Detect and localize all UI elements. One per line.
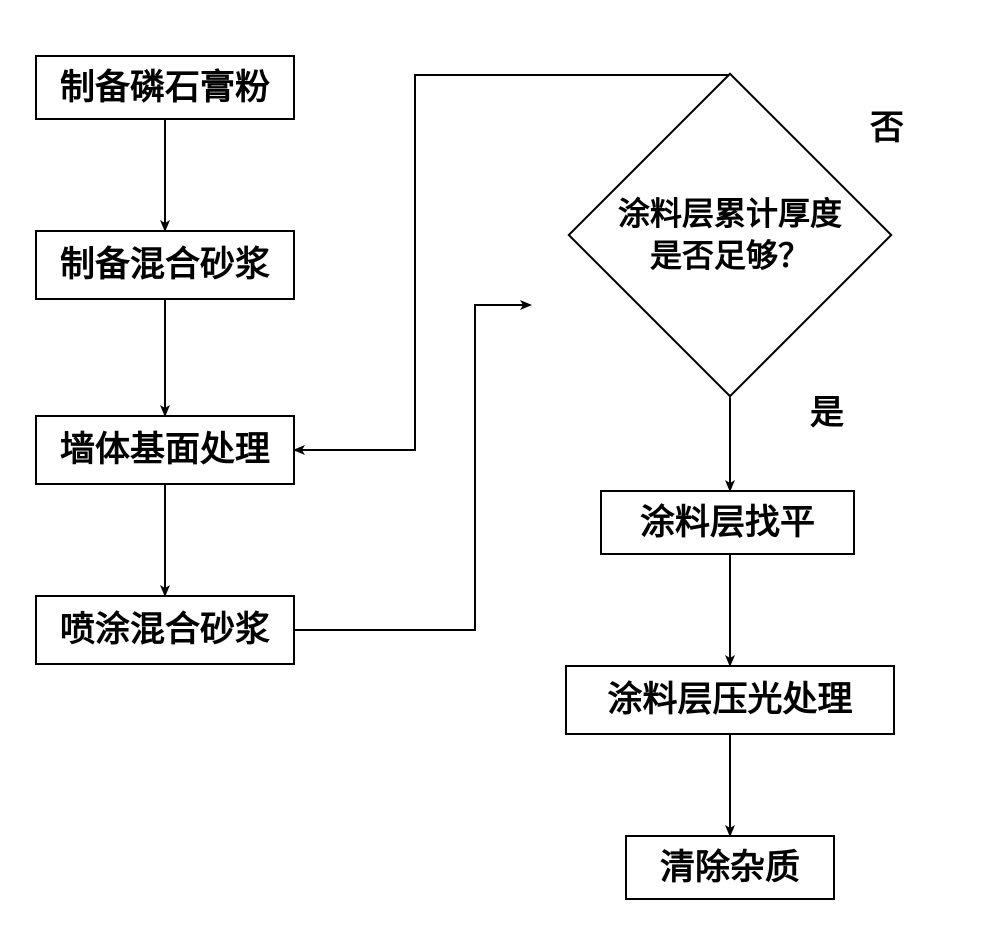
node-n6: 涂料层压光处理	[565, 665, 895, 735]
d1-line1: 涂料层累计厚度	[618, 195, 842, 231]
node-n2-text: 制备混合砂浆	[60, 244, 270, 286]
node-n2: 制备混合砂浆	[35, 230, 295, 300]
node-n7: 清除杂质	[625, 835, 835, 900]
label-yes: 是	[810, 385, 844, 434]
node-n3-text: 墙体基面处理	[60, 429, 270, 471]
node-n7-text: 清除杂质	[660, 847, 800, 889]
node-n3: 墙体基面处理	[35, 415, 295, 485]
node-n4: 喷涂混合砂浆	[35, 595, 295, 665]
node-n6-text: 涂料层压光处理	[607, 679, 852, 721]
label-no: 否	[870, 100, 904, 149]
d1-line2: 是否足够？	[650, 237, 810, 273]
node-n5-text: 涂料层找平	[640, 502, 815, 544]
node-n5: 涂料层找平	[600, 490, 855, 555]
node-n4-text: 喷涂混合砂浆	[60, 609, 270, 651]
node-d1-text: 涂料层累计厚度 是否足够？	[618, 193, 842, 276]
node-d1: 涂料层累计厚度 是否足够？	[615, 120, 845, 350]
node-n1-text: 制备磷石膏粉	[60, 67, 270, 109]
node-n1: 制备磷石膏粉	[35, 55, 295, 120]
label-no-text: 否	[870, 110, 904, 147]
label-yes-text: 是	[810, 395, 844, 432]
